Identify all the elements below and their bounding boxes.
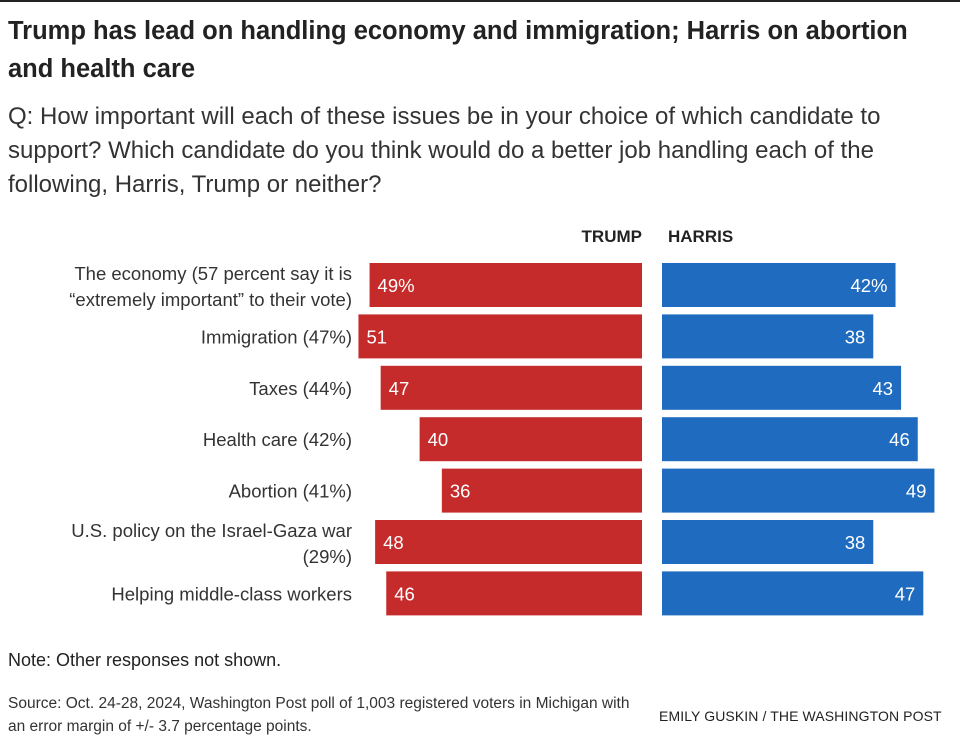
data-label-harris: 38 [845, 326, 866, 347]
bar-trump [369, 263, 642, 307]
bar-harris [662, 314, 874, 359]
category-label: Helping middle-class workers [111, 583, 352, 604]
series-header-harris: HARRIS [668, 227, 733, 246]
data-label-trump: 48 [383, 532, 404, 553]
top-rule [0, 0, 960, 2]
bar-harris [662, 520, 874, 564]
bar-harris [662, 365, 902, 410]
category-label: Health care (42%) [203, 429, 352, 450]
data-label-trump: 46 [394, 583, 415, 604]
category-label: Immigration (47%) [201, 326, 352, 347]
data-label-trump: 51 [366, 326, 387, 347]
bar-harris [662, 468, 935, 513]
data-label-trump: 40 [428, 429, 449, 450]
bar-trump [419, 417, 642, 462]
data-label-trump: 36 [450, 481, 471, 502]
bar-harris [662, 263, 896, 307]
category-label: (29%) [303, 546, 352, 567]
chart-title: Trump has lead on handling economy and i… [8, 17, 908, 83]
category-label: “extremely important” to their vote) [69, 289, 352, 310]
category-label: The economy (57 percent say it is [74, 263, 352, 284]
bar-trump [375, 520, 642, 564]
category-label: Taxes (44%) [249, 378, 352, 399]
data-label-harris: 43 [873, 378, 894, 399]
bar-trump [358, 314, 642, 359]
category-label: U.S. policy on the Israel-Gaza war [71, 520, 352, 541]
bar-trump [386, 571, 642, 616]
data-label-harris: 46 [889, 429, 910, 450]
data-label-harris: 42% [850, 275, 887, 296]
series-header-trump: TRUMP [582, 227, 642, 246]
category-label: Abortion (41%) [229, 481, 352, 502]
bar-trump [380, 365, 642, 410]
credit-text: EMILY GUSKIN / THE WASHINGTON POST [659, 708, 942, 724]
data-label-harris: 47 [895, 583, 916, 604]
data-label-trump: 47 [389, 378, 410, 399]
bar-harris [662, 571, 924, 616]
survey-question: Q: How important will each of these issu… [8, 103, 881, 198]
bar-trump [441, 468, 642, 513]
data-label-harris: 38 [845, 532, 866, 553]
note-text: Note: Other responses not shown. [8, 650, 282, 670]
data-label-harris: 49 [906, 481, 927, 502]
source-text: Source: Oct. 24-28, 2024, Washington Pos… [8, 695, 630, 735]
diverging-bar-chart: TRUMP HARRIS The economy (57 percent say i… [69, 227, 935, 616]
data-label-trump: 49% [378, 275, 415, 296]
bar-harris [662, 417, 918, 462]
